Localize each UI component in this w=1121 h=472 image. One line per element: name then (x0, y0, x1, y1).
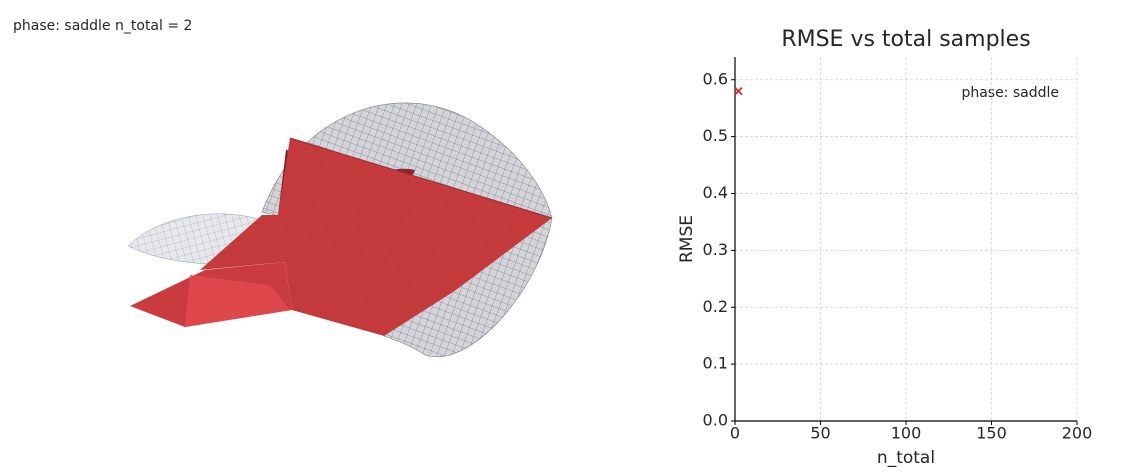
scatter-chart: RMSE vs total samples n_total RMSE phase… (677, 27, 1059, 468)
y-tick-label: 0.5 (703, 126, 728, 145)
chart-annotation: phase: saddle (961, 85, 1059, 101)
model-bumps (185, 275, 290, 327)
model-plane-edge (289, 137, 553, 219)
data-point (734, 86, 743, 96)
y-axis-label: RMSE (677, 215, 697, 263)
x-tick-label: 100 (891, 424, 922, 443)
y-tick-label: 0.6 (703, 69, 728, 88)
x-tick-label: 0 (730, 424, 740, 443)
x-axis-label: n_total (877, 448, 935, 468)
y-tick-label: 0.0 (703, 411, 728, 430)
y-tick-label: 0.4 (703, 183, 728, 202)
chart-title: RMSE vs total samples (781, 27, 1030, 52)
y-tick-label: 0.1 (703, 354, 728, 373)
x-tick-label: 150 (976, 424, 1007, 443)
model-plane-main (200, 138, 552, 336)
y-tick-label: 0.3 (703, 240, 728, 259)
panel-annotation: phase: saddle n_total = 2 (13, 18, 192, 34)
x-tick-label: 50 (810, 424, 830, 443)
surface-plot: phase: saddle n_total = 2 (13, 18, 553, 358)
y-tick-label: 0.2 (703, 297, 728, 316)
x-tick-label: 200 (1062, 424, 1093, 443)
